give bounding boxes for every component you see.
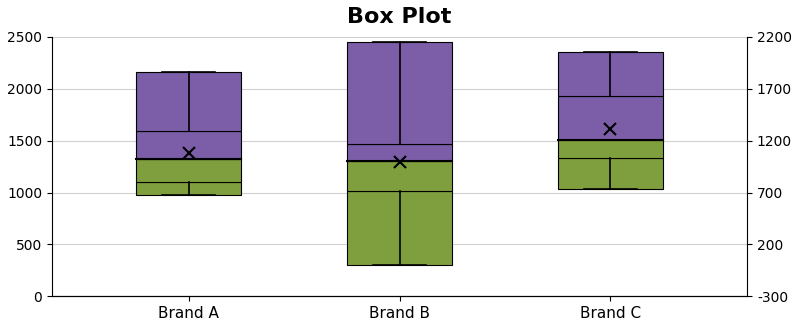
Bar [347, 161, 452, 191]
Bar [558, 52, 663, 96]
Bar [136, 195, 241, 296]
Title: Box Plot: Box Plot [348, 7, 451, 27]
Bar [558, 140, 663, 158]
Bar [136, 182, 241, 195]
Bar [347, 42, 452, 144]
Bar [347, 265, 452, 296]
Bar [558, 158, 663, 189]
Bar [347, 144, 452, 161]
Bar [136, 72, 241, 131]
Bar [558, 96, 663, 140]
Bar [136, 159, 241, 182]
Bar [558, 189, 663, 296]
Bar [347, 191, 452, 265]
Bar [136, 131, 241, 159]
